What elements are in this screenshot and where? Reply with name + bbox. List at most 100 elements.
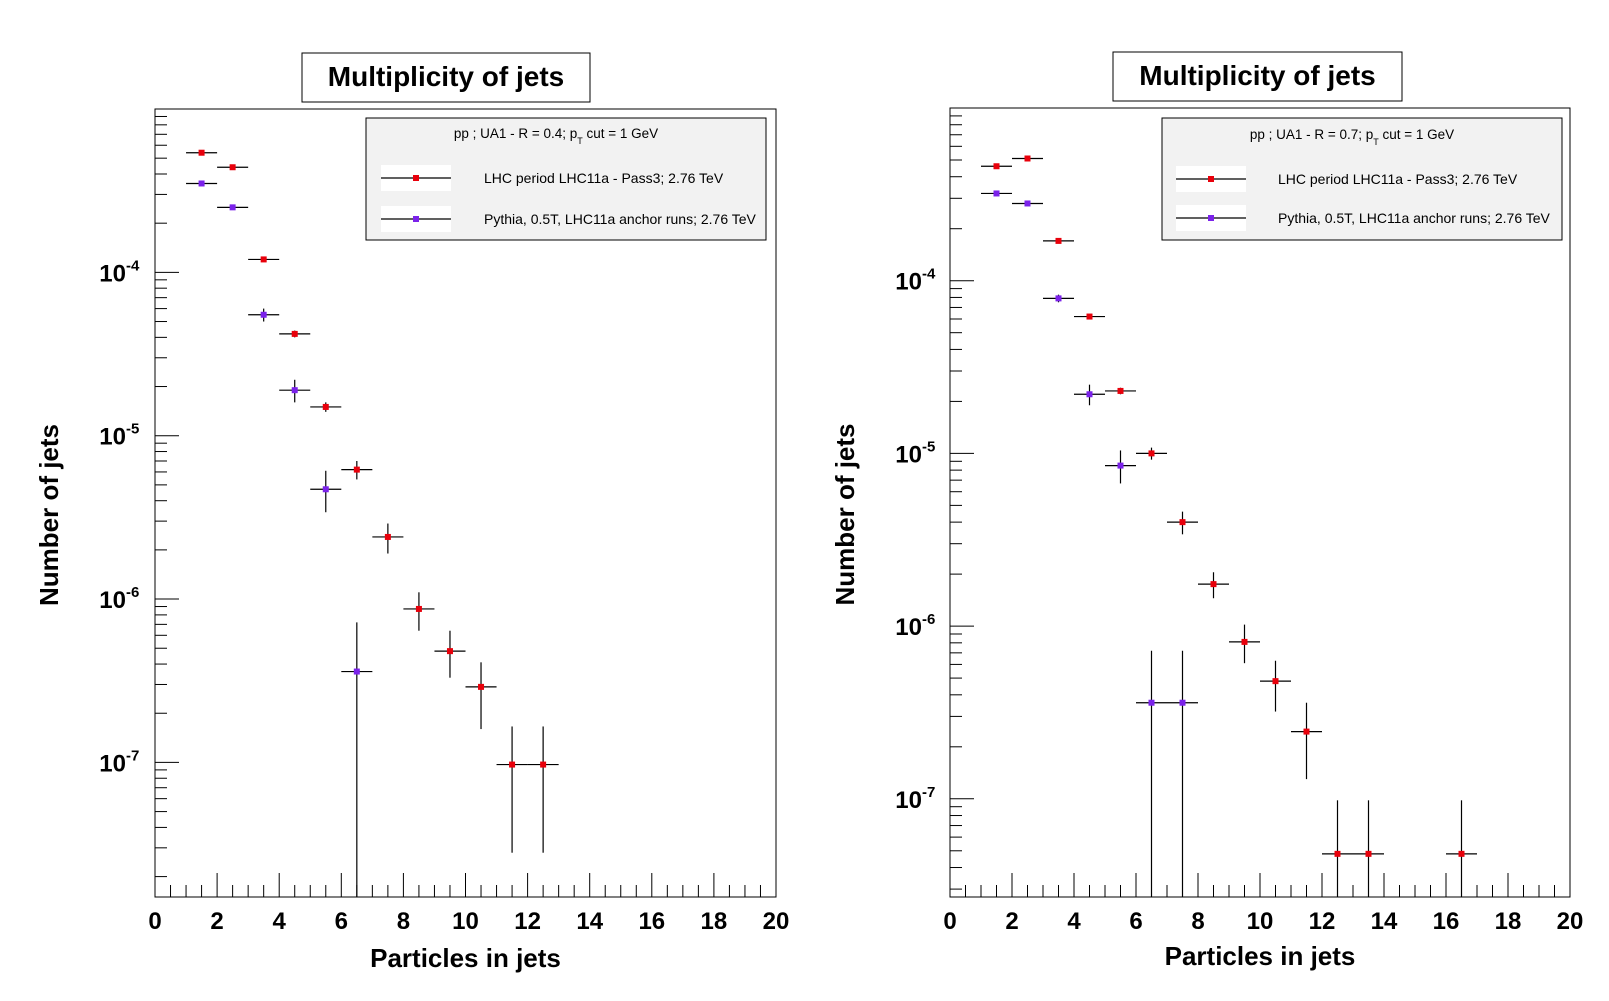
data-point: [248, 256, 280, 263]
chart-title: Multiplicity of jets: [1139, 60, 1375, 91]
marker: [1334, 850, 1341, 857]
legend-entry: LHC period LHC11a - Pass3; 2.76 TeV: [1176, 166, 1518, 192]
series-pythia: [186, 180, 373, 897]
data-point: [1136, 650, 1167, 897]
marker: [446, 648, 453, 655]
legend-header-sub: T: [1373, 137, 1379, 147]
data-point: [1229, 624, 1260, 664]
data-point: [217, 164, 249, 171]
y-tick-base: 10: [895, 787, 922, 814]
y-tick-exponent: -4: [126, 257, 140, 274]
data-point: [186, 149, 218, 156]
x-tick-label: 8: [1191, 908, 1204, 935]
marker: [415, 605, 422, 612]
x-tick-label: 16: [638, 908, 665, 935]
legend-header: pp ; UA1 - R = 0.4; pT cut = 1 GeV: [454, 126, 658, 146]
legend-header: pp ; UA1 - R = 0.7; pT cut = 1 GeV: [1250, 127, 1454, 147]
data-point: [1167, 511, 1198, 535]
marker: [322, 486, 329, 493]
legend: pp ; UA1 - R = 0.4; pT cut = 1 GeV LHC pe…: [365, 117, 767, 241]
chart-title: Multiplicity of jets: [328, 61, 564, 92]
data-point: [981, 190, 1012, 197]
y-tick-exponent: -6: [126, 584, 139, 601]
y-tick-label: 10 -5: [895, 438, 935, 468]
x-tick-label: 20: [1557, 908, 1584, 935]
data-point: [1167, 650, 1198, 897]
y-tick-base: 10: [99, 424, 126, 451]
y-tick-label: 10 -4: [99, 257, 140, 287]
y-tick-base: 10: [99, 750, 126, 777]
marker: [1024, 155, 1031, 162]
x-axis-title: Particles in jets: [1165, 941, 1356, 971]
x-tick-label: 2: [210, 908, 223, 935]
x-tick-label: 14: [576, 908, 603, 935]
marker: [1117, 387, 1124, 394]
data-point: [1260, 660, 1291, 712]
y-tick-exponent: -5: [922, 438, 935, 455]
marker: [353, 466, 360, 473]
x-axis-ticks: [949, 873, 1571, 897]
x-tick-label: 10: [1247, 908, 1274, 935]
x-tick-label: 18: [701, 908, 728, 935]
y-tick-exponent: -4: [922, 266, 936, 283]
x-tick-label: 18: [1495, 908, 1522, 935]
y-tick-base: 10: [895, 614, 922, 641]
data-point: [1105, 387, 1136, 395]
data-point: [341, 461, 373, 480]
data-point: [1012, 200, 1043, 207]
legend-entry: LHC period LHC11a - Pass3; 2.76 TeV: [381, 165, 724, 191]
marker: [229, 164, 236, 171]
legend: pp ; UA1 - R = 0.7; pT cut = 1 GeV LHC pe…: [1161, 117, 1563, 241]
data-point: [341, 622, 373, 897]
title-box: [301, 52, 591, 103]
x-tick-label: 4: [273, 908, 287, 935]
series-data: [981, 155, 1477, 897]
marker: [540, 761, 547, 768]
title-box: [1112, 51, 1403, 102]
data-point: [465, 662, 497, 730]
y-tick-base: 10: [99, 587, 126, 614]
series-data: [186, 149, 559, 853]
y-tick-base: 10: [99, 260, 126, 287]
data-point: [310, 402, 342, 412]
legend-header-sub: T: [577, 136, 583, 146]
data-point: [248, 308, 280, 322]
data-point: [1043, 294, 1074, 303]
data-point: [310, 470, 342, 513]
legend-header-pre: pp ; UA1 - R = 0.7; p: [1250, 127, 1373, 142]
legend-label: LHC period LHC11a - Pass3; 2.76 TeV: [484, 170, 724, 186]
y-tick-label: 10 -6: [895, 611, 935, 641]
x-tick-label: 2: [1005, 908, 1018, 935]
marker: [1055, 295, 1062, 302]
y-tick-exponent: -6: [922, 611, 935, 628]
y-tick-exponent: -7: [922, 784, 935, 801]
y-tick-label: 10 -7: [895, 784, 935, 814]
data-point: [1074, 384, 1105, 406]
marker: [1272, 678, 1279, 685]
y-tick-label: 10 -6: [99, 584, 139, 614]
marker: [1148, 699, 1155, 706]
data-point: [1012, 155, 1043, 162]
marker: [509, 761, 516, 768]
marker: [1117, 462, 1124, 469]
y-tick-base: 10: [895, 269, 922, 296]
data-point: [981, 163, 1012, 170]
data-point: [279, 330, 311, 338]
marker: [478, 683, 485, 690]
data-point: [372, 523, 404, 554]
y-axis-title: Number of jets: [34, 424, 64, 606]
legend-header-post: cut = 1 GeV: [583, 126, 658, 141]
marker: [1086, 391, 1093, 398]
marker: [993, 163, 1000, 170]
x-tick-label: 14: [1371, 908, 1398, 935]
marker: [1365, 850, 1372, 857]
marker: [322, 403, 329, 410]
data-point: [186, 180, 218, 187]
marker: [1179, 519, 1186, 526]
marker: [1086, 313, 1093, 320]
data-point: [279, 379, 311, 403]
marker: [198, 180, 205, 187]
marker: [260, 311, 267, 318]
